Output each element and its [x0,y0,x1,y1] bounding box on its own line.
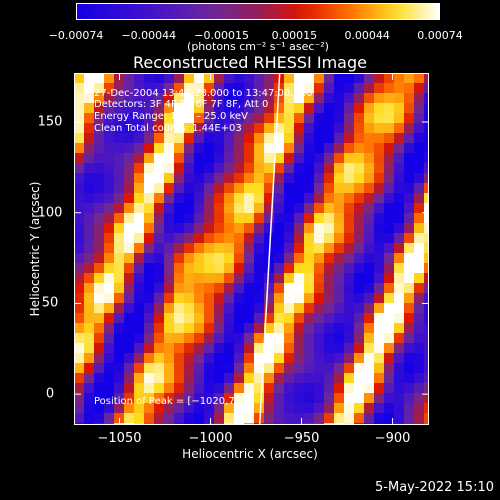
x-tick-label: −950 [283,431,320,446]
info-detectors: Detectors: 3F 4F 5F 6F 7F 8F, Att 0 [94,99,269,110]
footer-date: 5-May-2022 15:10 [375,480,494,495]
chart-title: Reconstructed RHESSI Image [133,53,367,72]
info-time: 27-Dec-2004 13:45:28.000 to 13:47:08.000 [94,88,313,99]
heatmap-plot [74,73,429,425]
colorbar-tick-label: 0.00015 [271,29,318,42]
y-tick-label: 100 [37,205,63,221]
y-tick-label: 150 [37,114,63,130]
colorbar-tick-label: −0.00015 [194,29,249,42]
colorbar-units: (photons cm⁻² s⁻¹ asec⁻²) [187,40,329,53]
colorbar-tick-label: 0.00044 [344,29,390,42]
colorbar-tick-label: 0.00074 [417,29,463,42]
y-axis-label: Heliocentric Y (arcsec) [28,181,42,317]
x-tick-label: −1050 [97,431,142,446]
info-energy: Energy Range: 12.0 – 25.0 keV [94,111,248,122]
y-tick-label: 0 [45,386,55,402]
x-axis-label: Heliocentric X (arcsec) [182,447,318,461]
x-tick-label: −1000 [188,431,233,446]
solar-limb-line [258,73,281,425]
colorbar-tick-label: −0.00044 [121,29,177,42]
colorbar [76,3,440,20]
info-clean: Clean Total counts: 1.44E+03 [94,123,242,134]
colorbar-tick-label: −0.00074 [48,29,104,42]
peak-position-label: Position of Peak = [−1020,72] [94,396,245,407]
x-tick-label: −900 [374,431,411,446]
y-tick-label: 50 [41,295,59,311]
